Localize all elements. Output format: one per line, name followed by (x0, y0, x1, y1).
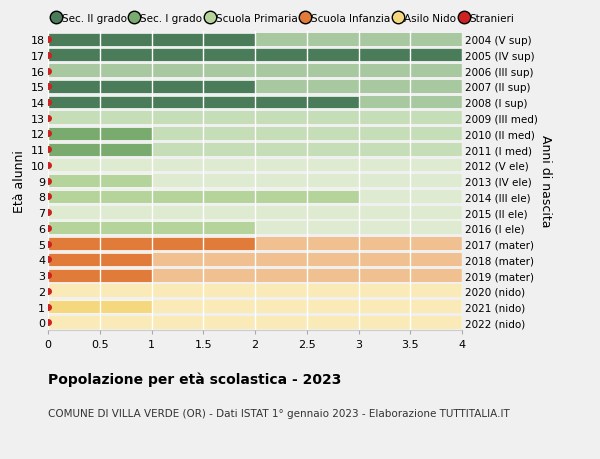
Bar (48, 159, 462, 172)
Bar (48, 34, 255, 46)
Y-axis label: Anni di nascita: Anni di nascita (539, 135, 551, 228)
Bar (48, 144, 151, 157)
Bar (48, 112, 462, 125)
Bar (48, 253, 462, 266)
Bar (48, 96, 462, 109)
Bar (48, 128, 151, 140)
Bar (48, 206, 462, 219)
Bar (48, 301, 462, 313)
Bar (48, 96, 359, 109)
Bar (48, 175, 462, 188)
Text: COMUNE DI VILLA VERDE (OR) - Dati ISTAT 1° gennaio 2023 - Elaborazione TUTTITALI: COMUNE DI VILLA VERDE (OR) - Dati ISTAT … (48, 409, 510, 419)
Y-axis label: Età alunni: Età alunni (13, 150, 26, 213)
Bar (48, 190, 359, 203)
Legend: Sec. II grado, Sec. I grado, Scuola Primaria, Scuola Infanzia, Asilo Nido, Stran: Sec. II grado, Sec. I grado, Scuola Prim… (53, 14, 514, 24)
Bar (48, 175, 151, 188)
Bar (48, 316, 462, 329)
Bar (48, 269, 462, 282)
Bar (48, 34, 462, 46)
Bar (48, 144, 462, 157)
Bar (48, 238, 255, 251)
Bar (48, 285, 462, 297)
Bar (48, 49, 462, 62)
Bar (48, 65, 462, 78)
Bar (48, 128, 462, 140)
Bar (48, 49, 462, 62)
Bar (48, 301, 151, 313)
Bar (48, 222, 462, 235)
Bar (48, 238, 462, 251)
Bar (48, 81, 255, 94)
Text: Popolazione per età scolastica - 2023: Popolazione per età scolastica - 2023 (48, 372, 341, 386)
Bar (48, 222, 255, 235)
Bar (48, 253, 151, 266)
Bar (48, 190, 462, 203)
Bar (48, 81, 462, 94)
Bar (48, 269, 151, 282)
